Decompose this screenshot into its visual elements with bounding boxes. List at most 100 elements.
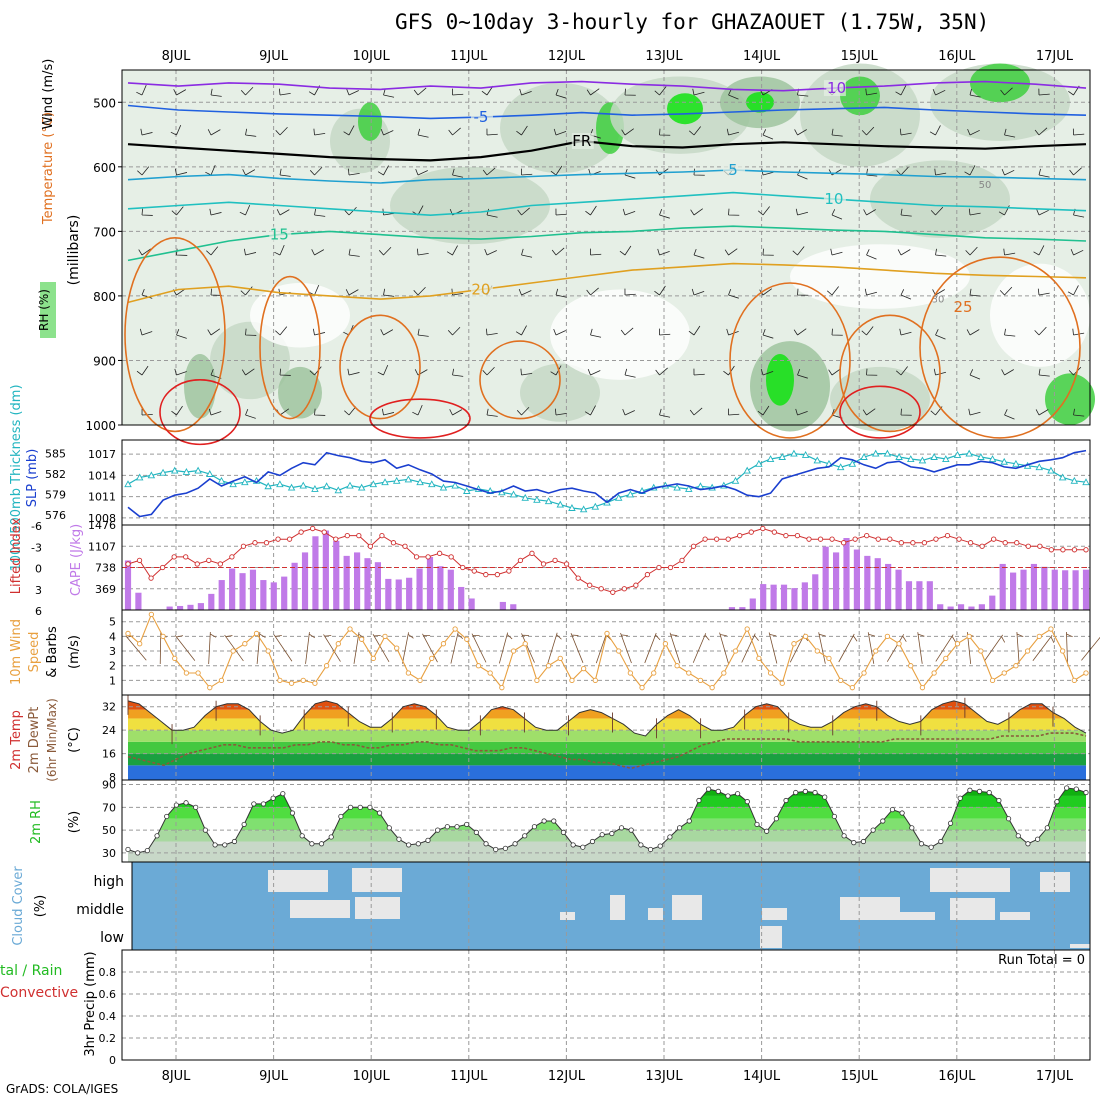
thickness-point [427, 480, 436, 488]
wind10-point [826, 655, 832, 662]
wind-barb [170, 124, 182, 136]
rh2m-point [735, 791, 741, 797]
wind-barb [969, 88, 981, 98]
wind-barb [793, 328, 807, 336]
cape-bar [447, 569, 454, 610]
rh2m-point [260, 801, 267, 807]
rh2m-tick-label: 30 [102, 847, 116, 860]
isotherm-label-bg [723, 162, 746, 179]
wind-barb [242, 169, 256, 176]
wind10-point [861, 670, 867, 676]
pressure-tick-label: 800 [93, 290, 116, 304]
wind-barb [1038, 368, 1050, 377]
wind-barb [622, 408, 635, 416]
wind-barb [518, 288, 532, 296]
wind-barb [174, 168, 188, 176]
rh2m-point [144, 848, 150, 854]
rh2m-point [135, 850, 141, 856]
rh2m-point [444, 824, 450, 830]
wind10-point [674, 663, 680, 669]
wind10-point [429, 655, 435, 662]
rh2m-point [406, 842, 412, 848]
cloud-clear-patch [268, 870, 328, 892]
rh-shading [390, 166, 550, 245]
rh2m-point [251, 801, 257, 807]
credit-text: GrADS: COLA/IGES [6, 1082, 119, 1096]
rh2m-point [173, 802, 179, 808]
isotherm-label-bg [470, 109, 493, 126]
wind10-point [592, 677, 598, 683]
cape-tick-label: 738 [95, 562, 116, 575]
precip-legend-total: tal / Rain [0, 963, 62, 979]
wind-barb [1038, 88, 1050, 96]
cape-tick-label: 1107 [88, 540, 116, 553]
lifted-index-point [194, 561, 200, 567]
thickness-point [556, 500, 565, 508]
cape-bar [218, 580, 225, 610]
rh2m-point [976, 788, 983, 794]
thickness-point [673, 483, 681, 491]
lifted-index-point [852, 536, 858, 542]
temp-tick-label: 8 [109, 771, 116, 784]
wind-barb [688, 325, 701, 336]
rh2m-point [967, 787, 973, 793]
lifted-index-point [367, 543, 374, 549]
day-label-top: 16JUL [938, 49, 976, 64]
thickness-point [988, 455, 997, 462]
rh2m-tick-label: 50 [102, 824, 116, 837]
wind10-point [218, 677, 225, 683]
cape-bar [812, 574, 819, 610]
wind-barb [417, 128, 429, 138]
precip-frame [121, 949, 1091, 1061]
wind-barb [451, 288, 464, 296]
wind-barb [934, 168, 947, 176]
lifted-index-point [956, 536, 962, 542]
wind-barb [619, 245, 632, 256]
wind-barb [309, 166, 323, 176]
wind10-axis-label-3: & Barbs [45, 626, 60, 678]
isotherm-label: -10 [822, 79, 847, 97]
rh2m-point [531, 824, 538, 830]
lifted-index-point [460, 564, 466, 571]
wind-barb [691, 288, 705, 296]
wind10-point [1048, 626, 1054, 632]
rh2m-point [918, 841, 925, 847]
rh2m-point [986, 789, 992, 796]
cape-bar [426, 557, 434, 610]
wind10-barb [208, 632, 217, 664]
wind10-point [323, 663, 330, 669]
rh2m-point [473, 829, 479, 835]
wind10-point [1036, 633, 1042, 640]
cape-bar [281, 576, 288, 610]
isotherm-3 [127, 169, 1087, 184]
rh2m-point [609, 830, 615, 837]
lifted-index-point [217, 561, 223, 567]
wind-barb [795, 408, 808, 416]
wind10-point [464, 636, 470, 642]
cloud-clear-patch [352, 868, 402, 892]
wind10-point [195, 670, 201, 676]
wind-barb [174, 368, 187, 376]
isotherm-label: FR [572, 132, 591, 150]
cape-bar [978, 604, 985, 610]
rh2m-point [599, 832, 605, 838]
thickness-point [591, 502, 600, 510]
day-label-bottom: 13JUL [645, 1069, 683, 1084]
wind10-point [756, 655, 762, 662]
wind-barb [861, 126, 875, 136]
rh-legend-swatch [40, 282, 56, 338]
wind-barb [555, 208, 567, 216]
temp-axis-label-4: (°C) [67, 727, 82, 753]
wind-barb [1069, 167, 1082, 176]
rh2m-point [880, 818, 886, 824]
lifted-index-point [148, 575, 154, 581]
rh2m-point [812, 789, 818, 796]
lifted-index-point [1048, 547, 1055, 553]
rh2m-point [754, 821, 760, 828]
wind10-point [919, 685, 926, 691]
wind10-barb [125, 635, 147, 661]
wind-barb [861, 326, 874, 336]
wind-barb [314, 208, 326, 217]
run-total: Run Total = 0 [998, 953, 1085, 968]
wind-barb [311, 249, 325, 256]
